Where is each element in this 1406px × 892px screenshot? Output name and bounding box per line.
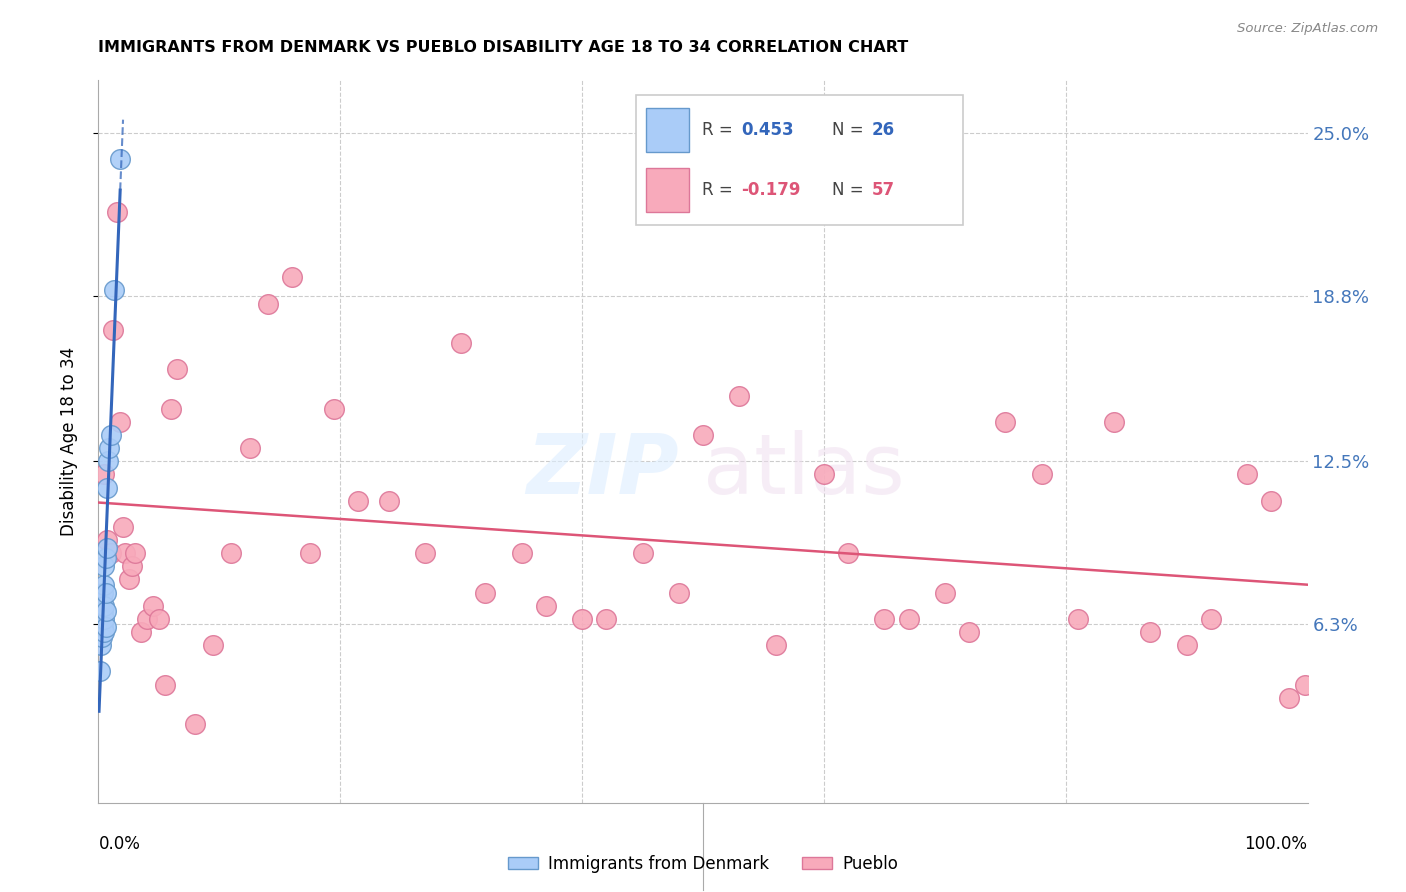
Point [299,546,322,560]
Point [148,612,170,626]
Point [1031,467,1053,482]
Point [474,585,496,599]
Point [153,677,176,691]
Point [166,362,188,376]
Point [91,630,114,644]
Point [1199,612,1222,626]
Point [90,612,112,626]
Point [93,625,115,640]
Point [256,296,278,310]
Text: ZIP: ZIP [526,430,679,511]
Point [1294,677,1316,691]
Point [89,665,111,679]
Point [595,612,617,626]
Point [94,604,117,618]
Point [94,551,117,566]
Point [1278,690,1301,705]
Point [934,585,956,599]
Point [91,604,114,618]
Point [692,428,714,442]
Point [347,493,370,508]
Point [135,612,157,626]
Point [534,599,557,613]
Point [184,717,207,731]
Point [1102,415,1125,429]
Point [129,625,152,640]
Point [1260,493,1282,508]
Point [873,612,896,626]
Point [94,620,117,634]
Point [897,612,920,626]
Point [89,625,111,640]
Point [93,612,115,626]
Text: atlas: atlas [703,430,904,511]
Point [100,428,122,442]
Point [957,625,980,640]
Point [510,546,533,560]
Point [91,604,114,618]
Point [239,441,262,455]
Text: Source: ZipAtlas.com: Source: ZipAtlas.com [1237,22,1378,36]
Point [105,204,128,219]
Point [97,454,120,468]
Point [90,638,112,652]
Point [377,493,399,508]
Point [413,546,436,560]
Point [96,533,118,547]
Point [571,612,593,626]
Point [96,541,118,555]
Point [837,546,859,560]
Point [221,546,243,560]
Point [1236,467,1258,482]
Point [728,388,751,402]
Text: 0.0%: 0.0% [98,835,141,854]
Point [813,467,835,482]
Point [101,323,124,337]
Point [142,599,165,613]
Point [111,520,134,534]
Point [323,401,346,416]
Point [98,441,121,455]
Point [1175,638,1198,652]
Point [631,546,654,560]
Point [108,152,131,166]
Point [450,336,472,351]
Point [94,585,117,599]
Point [160,401,183,416]
Point [202,638,225,652]
Point [994,415,1017,429]
Point [93,599,115,613]
Point [91,593,114,607]
Point [108,415,131,429]
Point [118,573,141,587]
Point [93,578,115,592]
Y-axis label: Disability Age 18 to 34: Disability Age 18 to 34 [59,347,77,536]
Point [281,270,304,285]
Legend: Immigrants from Denmark, Pueblo: Immigrants from Denmark, Pueblo [501,848,905,880]
Point [91,585,114,599]
Point [1067,612,1090,626]
Text: IMMIGRANTS FROM DENMARK VS PUEBLO DISABILITY AGE 18 TO 34 CORRELATION CHART: IMMIGRANTS FROM DENMARK VS PUEBLO DISABI… [98,40,908,55]
Point [100,546,122,560]
Point [668,585,690,599]
Point [91,620,114,634]
Point [114,546,136,560]
Text: 100.0%: 100.0% [1244,835,1308,854]
Point [103,284,125,298]
Point [96,481,118,495]
Point [1139,625,1161,640]
Point [121,559,143,574]
Point [765,638,787,652]
Point [93,559,115,574]
Point [124,546,146,560]
Point [93,467,115,482]
